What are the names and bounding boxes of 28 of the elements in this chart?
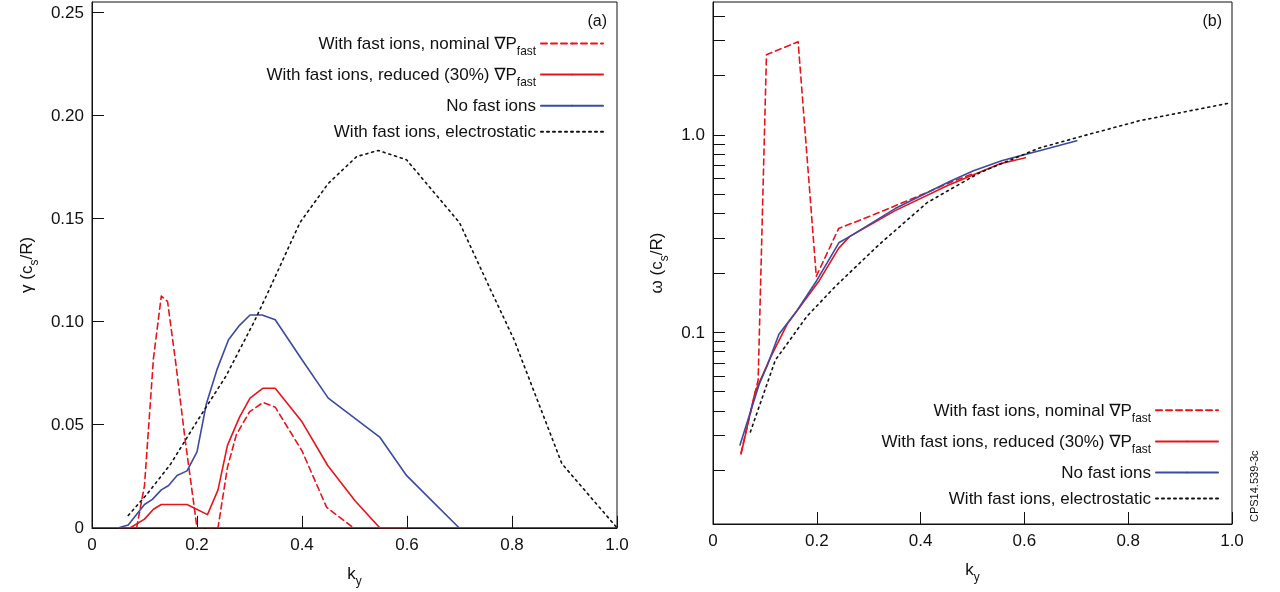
annotation: (b) <box>1202 11 1223 29</box>
y-tick-label: 0.15 <box>50 209 84 229</box>
x-tick-label: 0.6 <box>395 534 419 554</box>
x-tick-label: 0.2 <box>185 534 209 554</box>
x-tick-label: 0.8 <box>1116 531 1141 550</box>
line-series <box>117 314 460 529</box>
y-tick-label: 0.20 <box>50 105 84 125</box>
legend-label: With fast ions, electrostatic <box>948 489 1152 508</box>
y-axis-title: ω (cs/R) <box>647 232 672 294</box>
x-tick-label: 0 <box>87 534 97 554</box>
x-tick-label: 0.4 <box>908 531 933 550</box>
x-tick-label: 1.0 <box>1220 531 1244 550</box>
text: CPS14.539-3c <box>1247 449 1260 522</box>
legend-label: With fast ions, electrostatic <box>333 122 537 142</box>
x-tick-label: 0.2 <box>804 531 829 550</box>
y-tick-label: 0.10 <box>50 312 84 332</box>
legend-label: No fast ions <box>446 96 536 116</box>
y-tick-label: 0.1 <box>681 322 705 342</box>
x-tick-label: 0.4 <box>290 534 314 554</box>
y-tick-label: 0.25 <box>50 2 84 22</box>
x-tick-label: 0 <box>708 531 718 550</box>
y-axis-title: γ (cs/R) <box>16 236 42 293</box>
x-tick-label: 0.8 <box>500 534 524 554</box>
annotation: (a) <box>587 11 608 29</box>
x-tick-label: 1.0 <box>605 534 629 554</box>
x-tick-label: 0.6 <box>1012 531 1037 550</box>
y-tick-label: 0.05 <box>50 415 84 435</box>
legend-label: No fast ions <box>1061 463 1151 482</box>
